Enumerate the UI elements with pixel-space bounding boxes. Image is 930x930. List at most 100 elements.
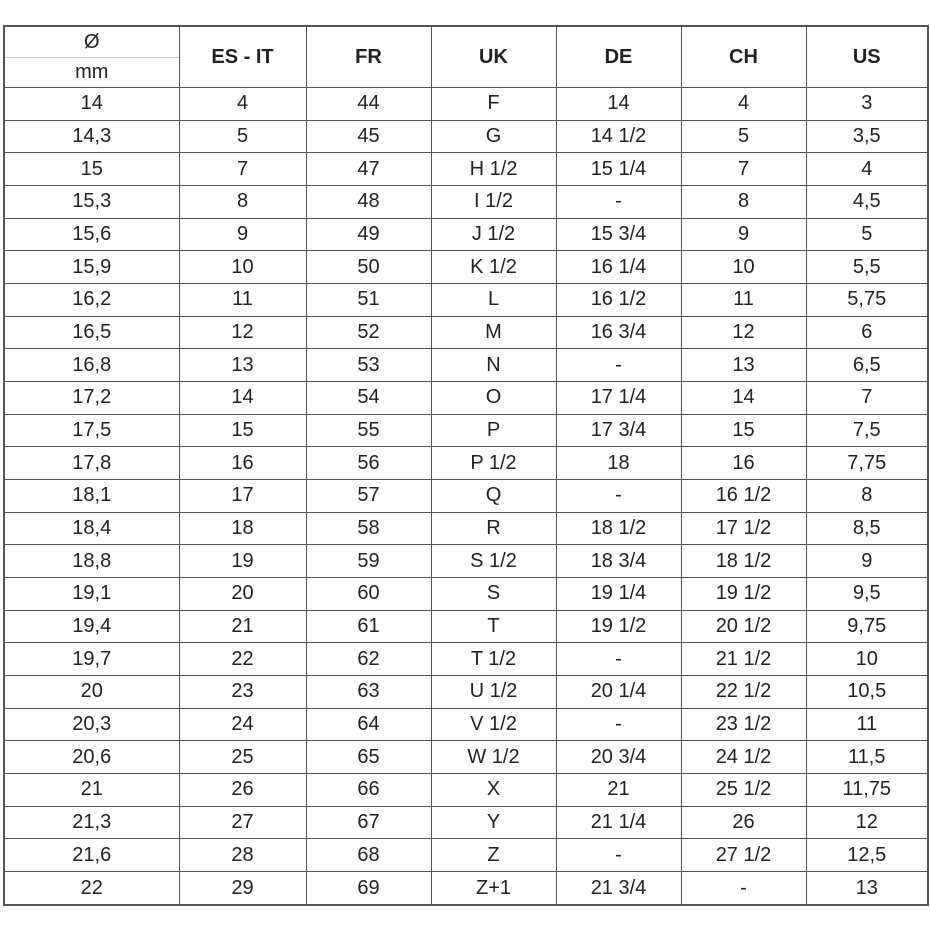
table-cell: 15,6 (3, 217, 180, 252)
table-cell: 5,5 (805, 250, 929, 285)
table-cell: 21 1/2 (680, 642, 807, 677)
table-cell: 13 (805, 871, 929, 906)
table-row: 22 29 69 Z+1 21 3/4-13 (3, 871, 929, 906)
table-cell: 11 (178, 283, 307, 317)
table-cell: 24 1/2 (680, 740, 807, 775)
table-cell: 17,2 (3, 381, 180, 415)
table-cell: 59 (305, 544, 432, 579)
table-cell: 9 (805, 544, 929, 579)
table-cell: Z+1 (430, 871, 557, 906)
table-cell: 17 1/4 (555, 381, 682, 415)
table-cell: 15 1/4 (555, 152, 682, 187)
table-cell: 7,5 (805, 413, 929, 448)
table-cell: - (555, 348, 682, 383)
table-cell: 18,1 (3, 479, 180, 513)
table-cell: 14 (555, 87, 682, 121)
table-cell: 28 (178, 838, 307, 873)
table-row: 17,8 16 56 P 1/2 18 16 7,75 (3, 446, 929, 481)
table-cell: - (680, 871, 807, 906)
table-row: 19,1 20 60 S 19 1/4 19 1/2 9,5 (3, 577, 929, 611)
table-cell: 14 (178, 381, 307, 415)
table-cell: 25 1/2 (680, 773, 807, 807)
table-cell: 4 (178, 87, 307, 121)
header-cell: ES - IT (178, 25, 307, 88)
table-cell: 25 (178, 740, 307, 775)
table-cell: 14 1/2 (555, 119, 682, 154)
table-cell: 18 1/2 (680, 544, 807, 579)
table-cell: 18,8 (3, 544, 180, 579)
table-cell: - (555, 838, 682, 873)
table-cell: U 1/2 (430, 675, 557, 709)
table-cell: 22 (3, 871, 180, 906)
table-row: 14 4 44 F 14 4 3 (3, 87, 929, 121)
table-row: 19,4 21 61 T 19 1/2 20 1/2 9,75 (3, 609, 929, 644)
table-cell: 21,6 (3, 838, 180, 873)
table-cell: 19 1/2 (680, 577, 807, 611)
table-cell: 45 (305, 119, 432, 154)
table-cell: 8 (178, 185, 307, 219)
table-row: 16,2 11 51 L 16 1/2 11 5,75 (3, 283, 929, 317)
table-cell: 4 (680, 87, 807, 121)
table-cell: 52 (305, 315, 432, 350)
size-table: Ø mm ES - IT FR UK DE CH US 14 4 44 F 14 4 3 14,3 5 45… (3, 25, 929, 906)
table-cell: 56 (305, 446, 432, 481)
table-cell: 15,3 (3, 185, 180, 219)
table-cell: 19,1 (3, 577, 180, 611)
table-cell: 64 (305, 707, 432, 742)
table-cell: 62 (305, 642, 432, 677)
table-cell: 8,5 (805, 511, 929, 546)
table-cell: 22 1/2 (680, 675, 807, 709)
table-cell: 9,5 (805, 577, 929, 611)
table-cell: I 1/2 (430, 185, 557, 219)
table-cell: 16 1/2 (555, 283, 682, 317)
table-row: 21,3 27 67 Y 21 1/4 26 12 (3, 805, 929, 840)
table-cell: V 1/2 (430, 707, 557, 742)
table-cell: N (430, 348, 557, 383)
table-cell: 10 (805, 642, 929, 677)
table-row: 17,5 15 55 P 17 3/4 15 7,5 (3, 413, 929, 448)
table-cell: 14 (3, 87, 180, 121)
table-cell: 16 3/4 (555, 315, 682, 350)
table-cell: 15,9 (3, 250, 180, 285)
table-cell: 60 (305, 577, 432, 611)
table-cell: 12 (178, 315, 307, 350)
table-cell: 11,75 (805, 773, 929, 807)
table-cell: 16 (680, 446, 807, 481)
table-cell: 20,3 (3, 707, 180, 742)
table-cell: 12 (680, 315, 807, 350)
table-cell: 6,5 (805, 348, 929, 383)
table-row: 16,5 12 52 M 16 3/4 12 6 (3, 315, 929, 350)
table-cell: 65 (305, 740, 432, 775)
table-cell: H 1/2 (430, 152, 557, 187)
table-row: 21,6 28 68 Z -27 1/2 12,5 (3, 838, 929, 873)
table-cell: 10 (178, 250, 307, 285)
table-row: 15,6 9 49 J 1/2 15 3/4 9 5 (3, 217, 929, 252)
table-cell: Z (430, 838, 557, 873)
table-cell: S (430, 577, 557, 611)
table-cell: 5 (680, 119, 807, 154)
header-cell: FR (305, 25, 432, 88)
table-row: 15,9 10 50 K 1/2 16 1/4 10 5,5 (3, 250, 929, 285)
table-cell: 49 (305, 217, 432, 252)
table-cell: X (430, 773, 557, 807)
table-cell: 21 (3, 773, 180, 807)
table-cell: - (555, 479, 682, 513)
corner-cell: Ø mm (3, 25, 180, 88)
table-row: 16,8 13 53 N -13 6,5 (3, 348, 929, 383)
header-cell: UK (430, 25, 557, 88)
table-cell: 17 1/2 (680, 511, 807, 546)
table-cell: J 1/2 (430, 217, 557, 252)
table-cell: 55 (305, 413, 432, 448)
table-cell: 18 (178, 511, 307, 546)
table-cell: 26 (680, 805, 807, 840)
corner-unit: mm (75, 60, 109, 83)
table-cell: 67 (305, 805, 432, 840)
table-cell: 20,6 (3, 740, 180, 775)
table-cell: G (430, 119, 557, 154)
table-cell: 19 1/2 (555, 609, 682, 644)
table-cell: 26 (178, 773, 307, 807)
table-cell: 29 (178, 871, 307, 906)
table-cell: 27 1/2 (680, 838, 807, 873)
table-cell: 15 3/4 (555, 217, 682, 252)
